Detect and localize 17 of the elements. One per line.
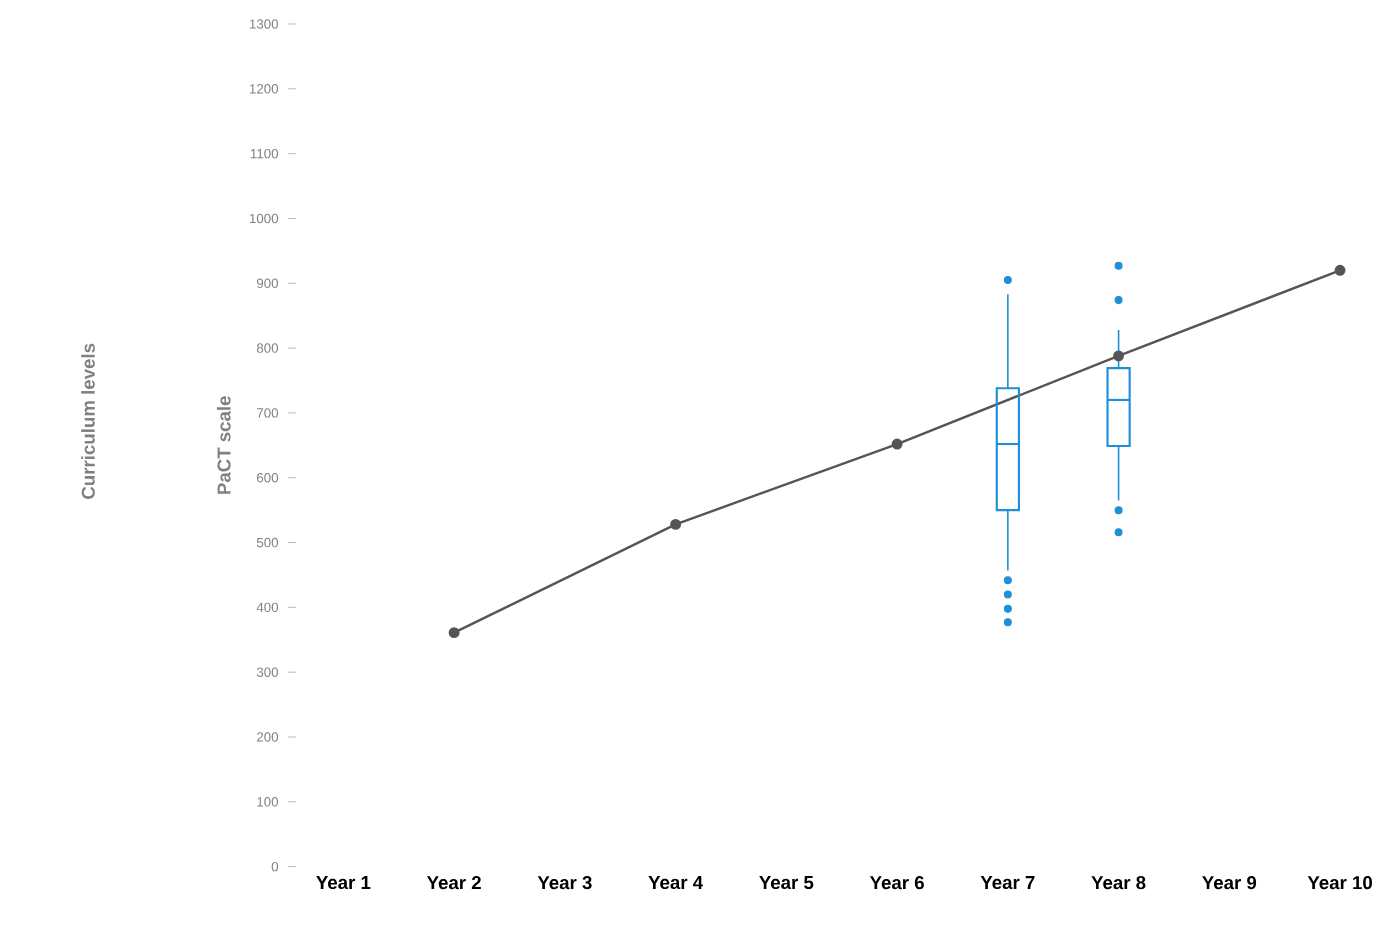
point [891, 438, 903, 450]
x-tick-label: Year 6 [869, 876, 924, 890]
point [1334, 264, 1346, 276]
text: Curriculum levels [81, 343, 95, 499]
point [448, 627, 460, 639]
point [670, 518, 682, 530]
x-tick-label: Year 10 [1307, 876, 1372, 890]
x-tick-label: Year 1 [316, 876, 371, 890]
x-tick-label: Year 9 [1202, 876, 1257, 890]
x-tick-label: Year 3 [537, 876, 592, 890]
y-axis-title: PaCT scale [216, 396, 231, 494]
x-tick-label: Year 5 [759, 876, 814, 890]
x-tick-label: Year 4 [648, 876, 704, 890]
x-tick-label: Year 2 [426, 876, 481, 890]
point [1113, 350, 1125, 362]
x-tick-label: Year 7 [980, 876, 1035, 890]
x-tick-label: Year 8 [1091, 876, 1146, 890]
